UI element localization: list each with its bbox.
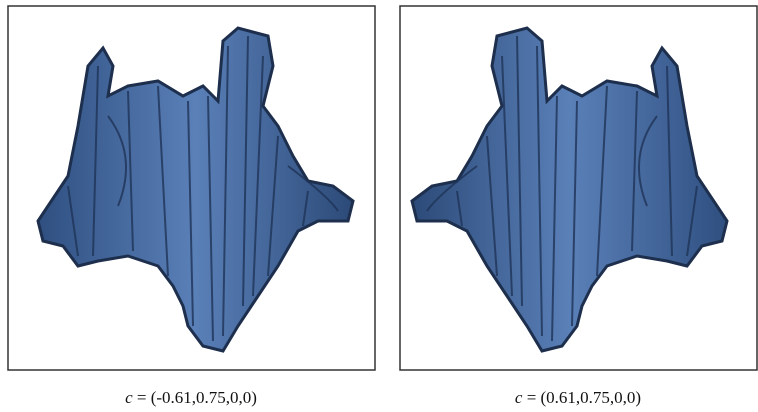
caption: c = (-0.61,0.75,0,0) — [125, 388, 257, 407]
caption-text: = (0.61,0.75,0,0) — [527, 388, 641, 407]
caption: c = (0.61,0.75,0,0) — [515, 388, 641, 407]
caption-text: = (-0.61,0.75,0,0) — [137, 388, 257, 407]
figure: c = (-0.61,0.75,0,0) c = (0.61,0.75,0,0) — [0, 0, 758, 412]
caption-symbol: c — [515, 388, 523, 407]
caption-symbol: c — [125, 388, 133, 407]
figure-canvas: c = (-0.61,0.75,0,0) c = (0.61,0.75,0,0) — [0, 0, 758, 412]
